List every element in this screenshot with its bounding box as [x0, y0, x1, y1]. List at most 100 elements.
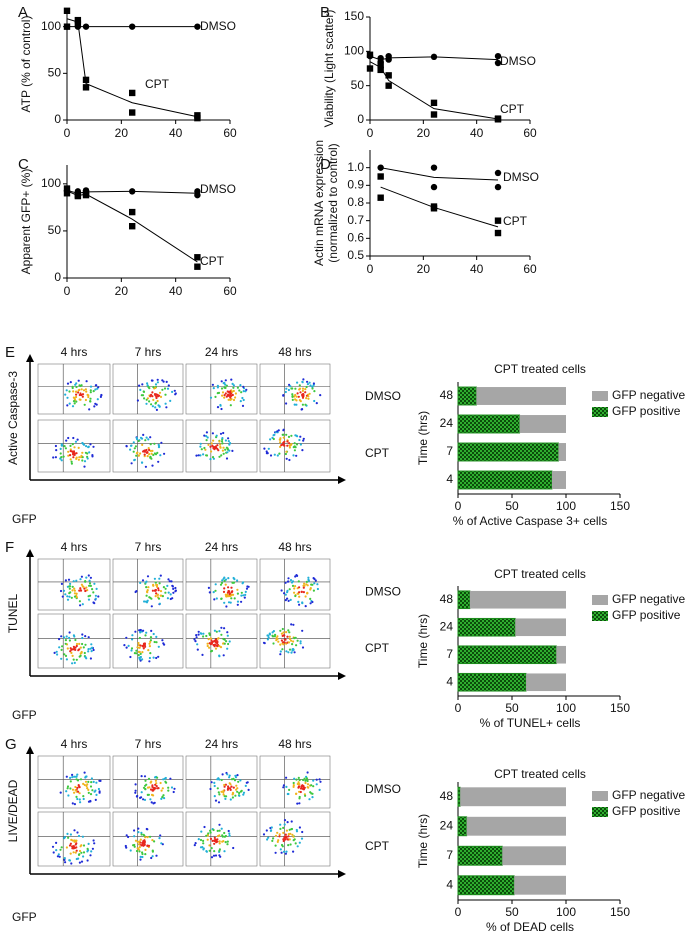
flow-event — [285, 836, 288, 839]
flow-event — [216, 444, 219, 447]
flow-event — [164, 591, 167, 594]
flow-event — [159, 781, 162, 785]
flow-event — [79, 801, 82, 804]
flow-event — [145, 783, 148, 786]
flow-event — [52, 456, 55, 459]
flow-event — [222, 590, 226, 594]
flow-event — [148, 656, 151, 660]
flow-event — [80, 860, 84, 863]
flow-event — [89, 785, 93, 788]
flow-event — [211, 640, 214, 644]
flow-event — [73, 595, 77, 598]
flow-event — [148, 400, 151, 403]
flow-event — [140, 775, 143, 778]
flow-event — [209, 458, 212, 461]
flow-event — [290, 827, 294, 831]
flow-event — [74, 789, 77, 792]
data-point — [385, 72, 392, 79]
flow-event — [302, 439, 305, 442]
flow-event — [302, 786, 305, 789]
flow-event — [68, 859, 71, 862]
flow-event — [219, 404, 222, 407]
x-tick-label: 40 — [169, 284, 183, 298]
flow-plot — [185, 613, 258, 669]
flow-event — [143, 840, 146, 844]
flow-event — [309, 587, 312, 590]
flow-event — [209, 829, 212, 832]
flow-event — [130, 649, 133, 652]
bar-segment — [457, 470, 553, 490]
flow-event — [221, 449, 224, 452]
flow-event — [284, 593, 287, 596]
flow-event — [282, 436, 285, 439]
flow-event — [66, 595, 69, 598]
panel-label: B — [320, 4, 330, 21]
flow-event — [213, 629, 216, 632]
flow-event — [71, 386, 74, 390]
panel-label: F — [5, 539, 14, 556]
flow-event — [151, 395, 154, 398]
flow-event — [233, 779, 237, 782]
flow-event — [298, 783, 301, 786]
flow-event — [297, 395, 300, 398]
flow-event — [89, 397, 92, 400]
flow-event — [213, 448, 216, 451]
flow-event — [89, 584, 92, 588]
flow-event — [221, 391, 225, 394]
flow-event — [219, 443, 222, 446]
flow-event — [145, 586, 148, 589]
flow-event — [82, 844, 86, 847]
flow-event — [202, 632, 205, 635]
flow-event — [94, 597, 97, 600]
flow-event — [306, 591, 309, 595]
flow-event — [279, 848, 282, 851]
flow-event — [291, 643, 294, 646]
flow-event — [295, 443, 299, 446]
flow-event — [56, 653, 59, 656]
panel-label: G — [5, 736, 17, 753]
flow-event — [60, 459, 63, 462]
flow-event — [212, 439, 215, 442]
flow-event — [286, 792, 289, 796]
flow-event — [77, 379, 80, 382]
y-tick-label: 0.6 — [347, 231, 364, 245]
flow-event — [81, 835, 84, 838]
flow-event — [293, 838, 296, 841]
flow-event — [240, 391, 243, 394]
flow-event — [293, 449, 296, 452]
flow-event — [77, 853, 81, 857]
flow-event — [75, 778, 78, 781]
flow-event — [242, 398, 245, 402]
time-label: 7 hrs — [135, 540, 162, 554]
flow-event — [293, 777, 296, 780]
flow-event — [291, 648, 294, 651]
flow-event — [66, 404, 69, 407]
flow-event — [304, 779, 307, 782]
flow-event — [209, 650, 213, 653]
flow-event — [168, 580, 171, 583]
flow-event — [144, 836, 147, 839]
row-label: DMSO — [365, 782, 401, 796]
flow-event — [151, 391, 154, 394]
flow-event — [308, 392, 311, 395]
flow-event — [220, 454, 223, 457]
flow-event — [295, 454, 298, 457]
flow-event — [92, 390, 95, 393]
flow-event — [124, 844, 127, 848]
flow-event — [296, 639, 299, 642]
flow-event — [75, 400, 78, 403]
flow-event — [153, 442, 156, 445]
flow-event — [150, 452, 153, 455]
flow-event — [81, 633, 84, 636]
flow-event — [134, 630, 137, 633]
flow-event — [150, 793, 154, 797]
flow-event — [75, 644, 78, 648]
flow-event — [226, 773, 229, 776]
flow-event — [231, 390, 234, 393]
flow-event — [89, 594, 92, 597]
flow-event — [145, 448, 148, 452]
flow-event — [142, 450, 145, 453]
flow-event — [145, 402, 148, 405]
data-point — [63, 7, 71, 14]
flow-event — [147, 586, 150, 589]
